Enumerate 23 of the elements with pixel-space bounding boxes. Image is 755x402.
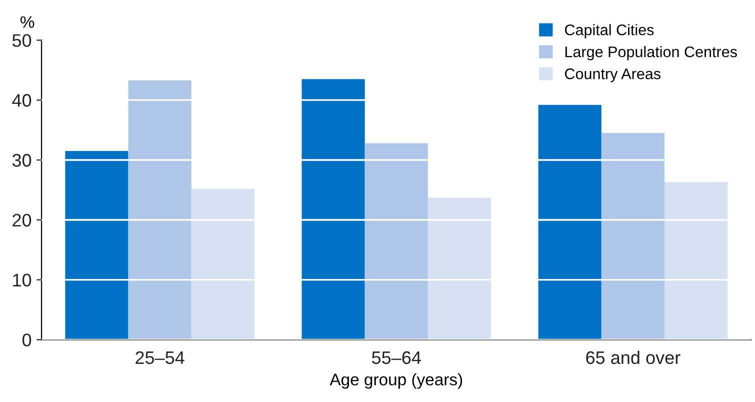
y-tick-label: 20	[12, 214, 32, 227]
bar	[65, 151, 128, 340]
legend-label: Large Population Centres	[565, 46, 737, 60]
y-tick-label: 30	[12, 154, 32, 167]
x-axis-title: Age group (years)	[330, 373, 462, 389]
x-tick-label: 65 and over	[586, 350, 680, 364]
y-axis-title: %	[20, 16, 34, 28]
bar	[191, 188, 254, 340]
bar	[302, 79, 365, 340]
legend-label: Capital Cities	[565, 24, 654, 38]
y-tick-label: 40	[12, 94, 32, 107]
bar	[538, 104, 602, 340]
legend-label: Country Areas	[565, 68, 660, 82]
y-tick-label: 50	[12, 34, 32, 47]
x-tick-label: 55–64	[372, 351, 421, 364]
x-tick-label: 25–54	[136, 351, 184, 364]
bar	[601, 133, 664, 340]
y-tick-label: 10	[13, 274, 32, 287]
bar	[128, 80, 192, 340]
bar	[664, 182, 728, 340]
y-tick-label: 0	[22, 334, 32, 346]
bar	[364, 143, 428, 340]
bar	[428, 198, 491, 340]
